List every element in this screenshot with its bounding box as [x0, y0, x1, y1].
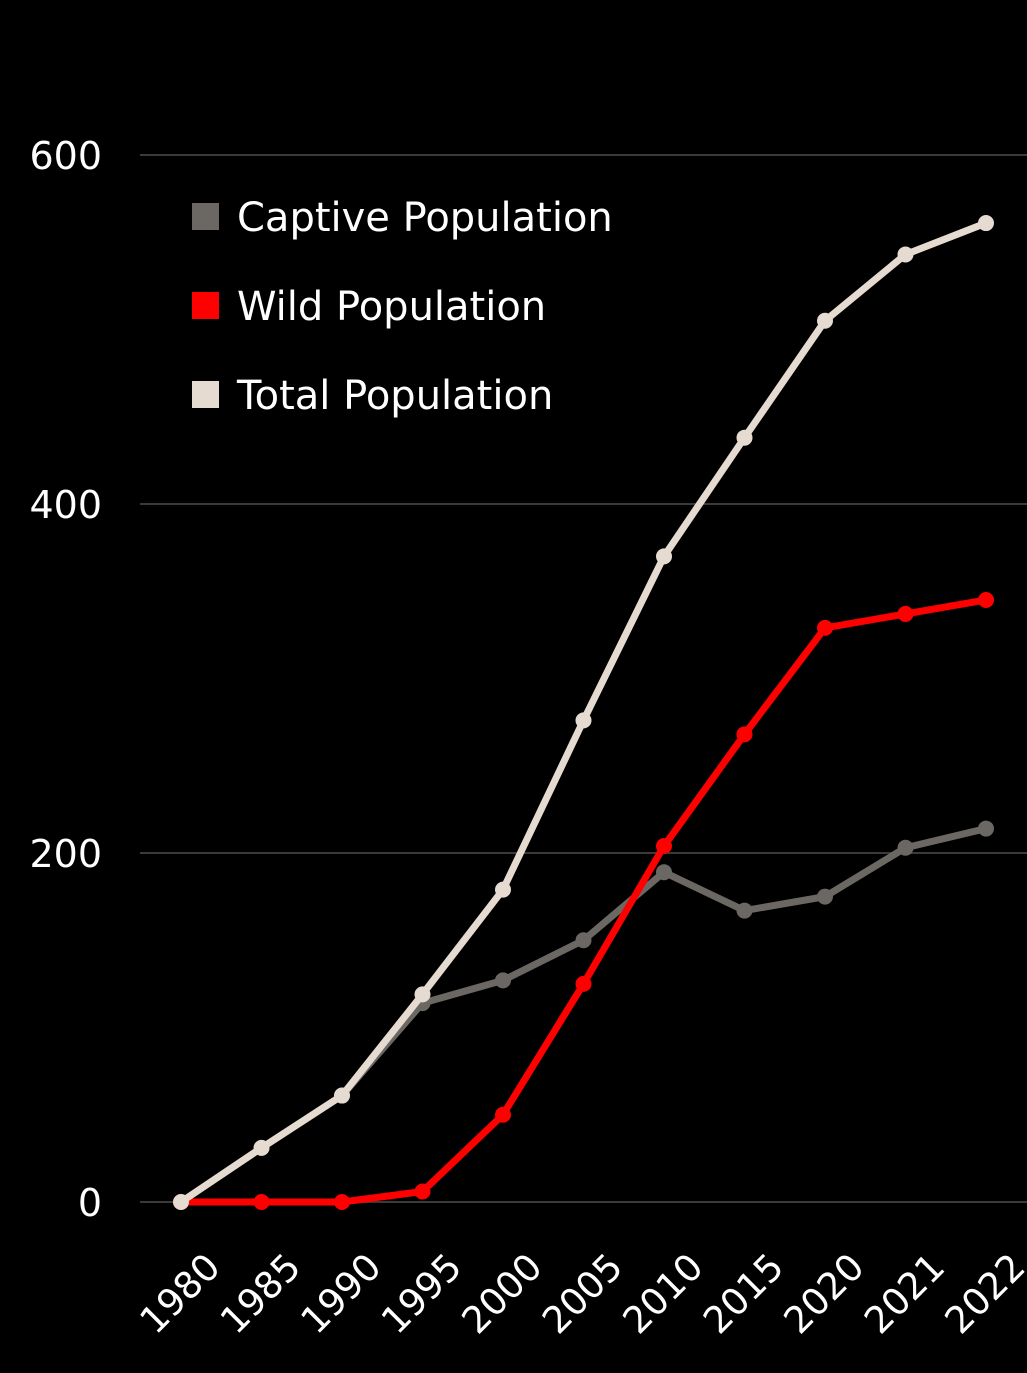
legend-swatch: [192, 381, 219, 408]
data-point: [334, 1087, 350, 1104]
legend-label: Wild Population: [237, 284, 546, 330]
data-point: [817, 312, 833, 329]
x-tick-label: 1980: [132, 1245, 229, 1342]
series-0: [173, 820, 994, 1210]
series-2: [173, 215, 994, 1210]
x-tick-label: 1990: [293, 1245, 390, 1342]
x-axis-ticks: 1980198519901995200020052010201520202021…: [132, 1245, 1027, 1342]
series-1: [173, 591, 994, 1210]
data-point: [817, 888, 833, 905]
data-point: [575, 932, 592, 949]
legend-entry: Total Population: [192, 373, 553, 419]
legend-swatch: [192, 292, 219, 319]
series-layer: [173, 215, 994, 1210]
data-point: [897, 605, 914, 622]
data-point: [495, 1106, 511, 1123]
y-tick-label: 200: [29, 832, 102, 876]
x-tick-label: 2020: [776, 1245, 873, 1342]
data-point: [575, 975, 592, 992]
data-point: [656, 864, 672, 881]
data-point: [897, 839, 914, 856]
data-point: [736, 902, 753, 919]
series-line: [177, 596, 990, 1206]
data-point: [173, 1194, 189, 1210]
data-point: [495, 881, 511, 898]
grid-layer: [140, 154, 1027, 1203]
data-point: [897, 246, 914, 263]
data-point: [978, 591, 994, 608]
data-point: [656, 838, 672, 855]
data-point: [253, 1194, 270, 1210]
x-tick-label: 2022: [937, 1245, 1027, 1342]
legend: Captive Population Wild Population Total P…: [192, 195, 613, 419]
x-tick-label: 1985: [212, 1245, 309, 1342]
data-point: [978, 215, 994, 232]
x-tick-label: 2010: [615, 1245, 712, 1342]
x-tick-label: 2000: [454, 1245, 551, 1342]
y-tick-label: 600: [29, 134, 102, 178]
x-tick-label: 1995: [373, 1245, 470, 1342]
data-point: [414, 1183, 431, 1200]
legend-swatch: [192, 203, 219, 230]
x-tick-label: 2015: [695, 1245, 792, 1342]
data-point: [736, 726, 753, 743]
y-axis-ticks: 0 200 400 600: [29, 134, 102, 1225]
data-point: [656, 548, 672, 565]
y-tick-label: 0: [78, 1181, 102, 1225]
data-point: [414, 986, 431, 1003]
series-line: [177, 825, 990, 1206]
y-tick-label: 400: [29, 483, 102, 527]
legend-label: Total Population: [236, 373, 553, 419]
legend-entry: Wild Population: [192, 284, 546, 330]
legend-label: Captive Population: [237, 195, 613, 241]
legend-entry: Captive Population: [192, 195, 613, 241]
data-point: [736, 429, 753, 446]
x-tick-label: 2021: [856, 1245, 953, 1342]
data-point: [495, 972, 511, 989]
data-point: [253, 1139, 270, 1156]
data-point: [334, 1194, 350, 1210]
x-tick-label: 2005: [534, 1245, 631, 1342]
data-point: [978, 820, 994, 837]
data-point: [575, 712, 592, 729]
data-point: [817, 619, 833, 636]
